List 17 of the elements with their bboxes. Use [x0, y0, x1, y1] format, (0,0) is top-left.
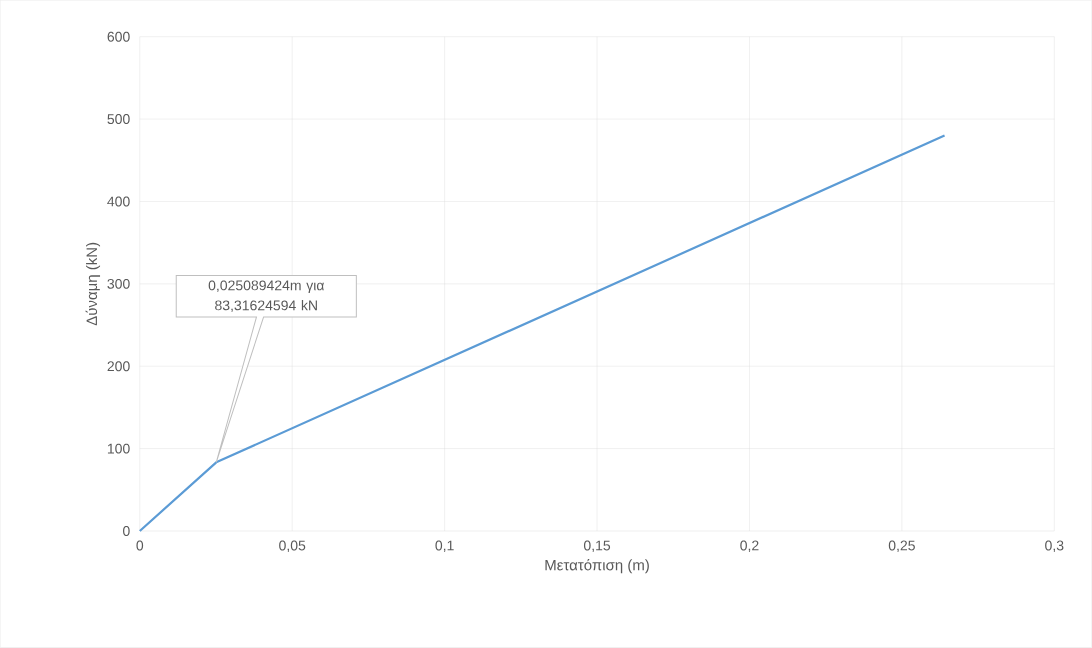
y-tick-label: 0 — [123, 526, 130, 537]
y-tick-label: 500 — [107, 114, 130, 125]
x-tick-label: 0,1 — [435, 540, 454, 553]
y-tick-label: 200 — [107, 361, 130, 372]
y-axis-title: Δύναμη (kN) — [85, 242, 101, 326]
y-tick-label: 100 — [107, 443, 130, 454]
x-axis-title: Μετατόπιση (m) — [545, 559, 649, 574]
x-tick-label: 0,15 — [583, 540, 611, 553]
x-tick-label: 0,05 — [279, 540, 306, 553]
x-tick-label: 0,25 — [888, 540, 915, 553]
y-tick-label: 300 — [107, 279, 130, 289]
x-tick-label: 0 — [136, 540, 144, 551]
y-tick-label: 600 — [107, 31, 130, 42]
x-tick-label: 0,2 — [740, 540, 759, 553]
x-tick-label: 0,3 — [1045, 540, 1064, 553]
annotation: 0,025089424m για 83,31624594 kN — [208, 280, 325, 313]
y-tick-label: 400 — [107, 196, 130, 207]
